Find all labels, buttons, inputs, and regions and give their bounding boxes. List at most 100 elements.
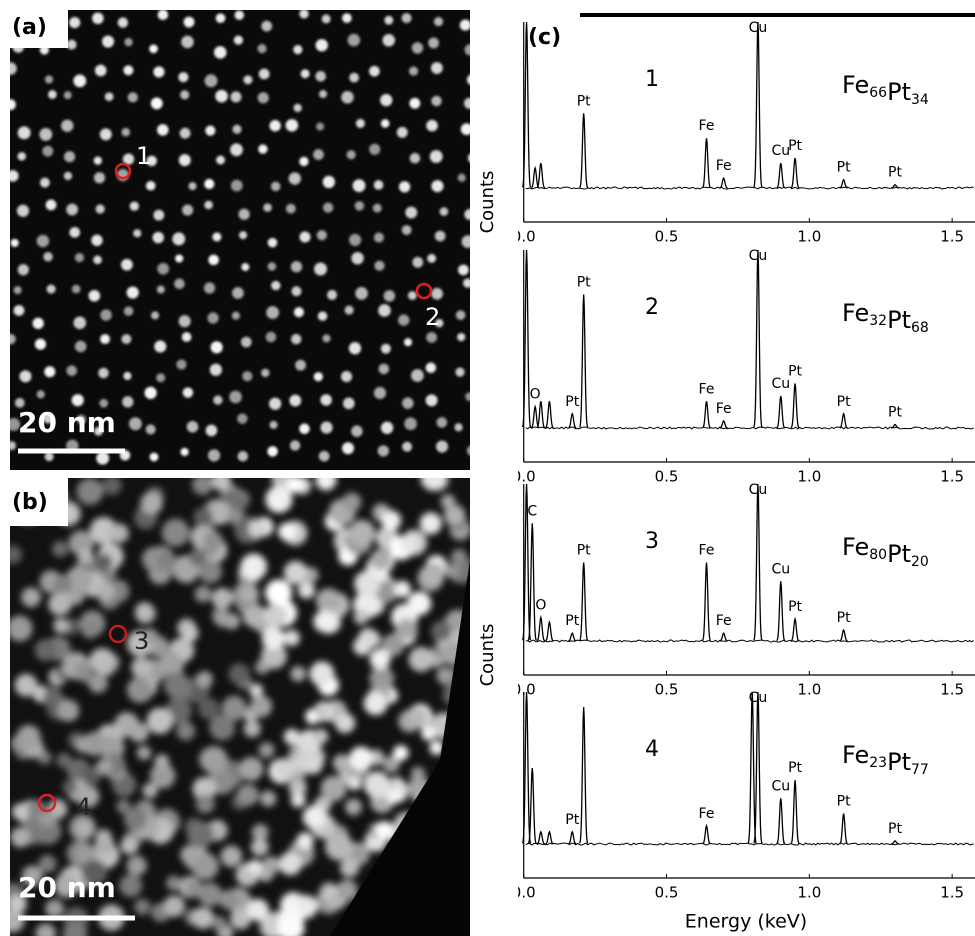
fraction: 77 — [911, 762, 929, 778]
peak — [545, 401, 554, 429]
x-tick-label: 1.5 — [940, 468, 964, 486]
particle — [212, 232, 222, 242]
particle — [440, 494, 456, 510]
peak — [536, 614, 546, 642]
particle — [234, 10, 245, 20]
particle — [88, 673, 108, 694]
composition: Fe23Pt77 — [842, 741, 929, 778]
particle — [10, 545, 23, 564]
particle — [267, 262, 277, 271]
particle — [193, 507, 213, 527]
particle — [10, 615, 33, 642]
particle — [10, 99, 16, 111]
peak — [753, 21, 763, 188]
particle — [93, 172, 106, 184]
particle — [382, 34, 396, 47]
baseline — [525, 426, 974, 430]
particle — [94, 64, 107, 77]
particle — [237, 450, 249, 462]
element: Pt — [887, 540, 911, 568]
particle — [278, 852, 302, 876]
particle — [373, 232, 384, 243]
particle — [248, 519, 267, 539]
particle — [101, 35, 115, 48]
peak-label: Fe — [699, 806, 715, 822]
particle — [347, 776, 362, 791]
particle — [270, 181, 281, 192]
particle — [349, 72, 360, 83]
particle — [121, 334, 132, 345]
marker-circle — [108, 624, 128, 644]
particle — [261, 643, 287, 669]
particle — [380, 93, 393, 107]
particle — [123, 65, 134, 76]
particle — [89, 647, 115, 674]
x-tick-label: 1.5 — [940, 884, 964, 902]
particle — [422, 562, 445, 585]
particle — [66, 203, 79, 216]
peak — [536, 401, 546, 429]
particle — [76, 478, 104, 505]
particle — [461, 235, 470, 248]
peak-label: Pt — [837, 610, 851, 626]
particle — [36, 234, 50, 248]
particle — [374, 260, 385, 271]
particle — [349, 746, 373, 771]
particle — [425, 362, 437, 374]
particle — [203, 282, 216, 294]
particle — [19, 370, 32, 383]
particle — [100, 309, 112, 321]
particle — [265, 579, 293, 607]
peak-label: Fe — [699, 381, 715, 397]
marker-label: 4 — [76, 793, 91, 821]
particle — [433, 17, 444, 27]
particle — [262, 856, 281, 875]
peak-label: Fe — [699, 543, 715, 559]
marker-label: 2 — [425, 303, 440, 331]
particle — [290, 665, 306, 682]
particle — [258, 144, 268, 154]
particle — [126, 286, 139, 299]
particle — [13, 305, 25, 316]
element: Fe — [842, 533, 869, 561]
particle — [384, 15, 394, 25]
particle — [345, 798, 363, 816]
particle — [467, 153, 470, 163]
particle — [431, 180, 444, 193]
particle — [96, 758, 113, 775]
particle — [182, 204, 194, 216]
particle — [402, 397, 414, 409]
particle — [53, 574, 72, 593]
particle — [192, 478, 214, 495]
particle — [269, 420, 278, 429]
particle — [88, 289, 101, 302]
particle — [464, 44, 470, 56]
particle — [71, 394, 84, 407]
particle — [134, 898, 151, 916]
particle — [348, 519, 376, 547]
particle — [430, 620, 452, 642]
peak-label: Pt — [837, 394, 851, 410]
particle — [429, 740, 444, 756]
particle — [299, 10, 309, 19]
particle — [420, 478, 447, 491]
y-axis-label: Counts — [477, 171, 498, 234]
element: Pt — [887, 748, 911, 776]
particle — [128, 722, 149, 743]
particle — [17, 126, 31, 140]
particle — [180, 447, 189, 457]
particle — [297, 581, 315, 599]
particle — [403, 338, 413, 347]
x-tick-label: 0.5 — [655, 228, 679, 246]
peak — [545, 620, 554, 642]
particle — [377, 445, 390, 457]
particle — [10, 827, 31, 848]
particle — [192, 907, 214, 929]
peak — [790, 616, 800, 642]
peak — [702, 823, 711, 845]
particle — [285, 203, 296, 214]
peak-label: Pt — [565, 394, 579, 410]
peak-label: Pt — [577, 93, 591, 109]
particle — [123, 306, 134, 316]
particle — [152, 231, 164, 244]
